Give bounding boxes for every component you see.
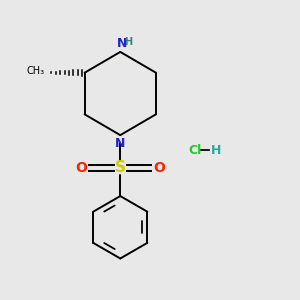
Text: N: N [115,136,125,150]
Text: S: S [115,160,126,175]
Text: O: O [76,161,88,175]
Text: N: N [117,38,127,50]
Text: O: O [153,161,165,175]
Text: Cl: Cl [189,143,202,157]
Text: CH₃: CH₃ [26,66,44,76]
Text: H: H [124,37,132,46]
Text: H: H [211,143,221,157]
